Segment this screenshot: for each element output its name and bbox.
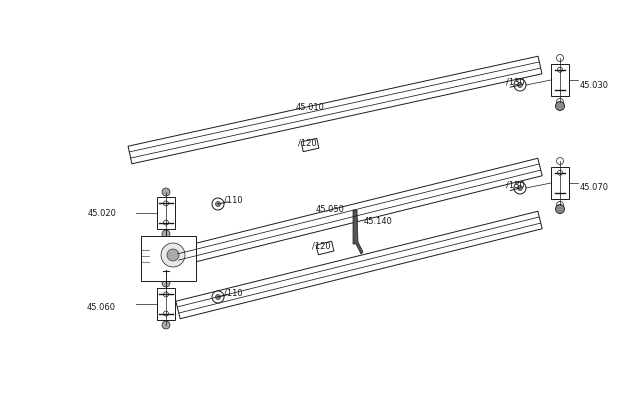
Circle shape: [212, 198, 224, 210]
Circle shape: [215, 294, 221, 300]
Text: /130: /130: [506, 180, 525, 190]
Circle shape: [556, 98, 563, 106]
Polygon shape: [301, 138, 319, 152]
Circle shape: [557, 67, 563, 72]
Circle shape: [162, 188, 170, 196]
Circle shape: [518, 186, 523, 190]
Text: /110: /110: [224, 196, 242, 204]
Polygon shape: [316, 241, 334, 255]
Circle shape: [162, 230, 170, 238]
Bar: [157, 197, 175, 229]
Circle shape: [163, 201, 168, 206]
Text: 45.010: 45.010: [296, 104, 325, 112]
Text: /120: /120: [312, 242, 331, 250]
Text: 45.060: 45.060: [87, 304, 116, 312]
Circle shape: [162, 321, 170, 329]
Circle shape: [161, 243, 185, 267]
Polygon shape: [176, 158, 542, 266]
Polygon shape: [176, 211, 542, 319]
Circle shape: [556, 102, 565, 110]
Circle shape: [167, 249, 179, 261]
Circle shape: [163, 220, 168, 225]
Circle shape: [556, 202, 563, 208]
Text: 45.140: 45.140: [364, 218, 393, 226]
Bar: [551, 167, 569, 199]
Circle shape: [212, 291, 224, 303]
Text: /120: /120: [298, 138, 316, 148]
Circle shape: [514, 182, 526, 194]
Circle shape: [556, 54, 563, 62]
Bar: [157, 288, 175, 320]
Circle shape: [162, 279, 170, 287]
Bar: [141, 236, 195, 280]
Circle shape: [556, 158, 563, 164]
Text: 45.050: 45.050: [316, 206, 345, 214]
Circle shape: [514, 79, 526, 91]
Circle shape: [161, 261, 171, 271]
Text: /130: /130: [506, 78, 525, 86]
Polygon shape: [353, 210, 363, 254]
Circle shape: [163, 311, 168, 316]
Circle shape: [518, 82, 523, 88]
Bar: [551, 64, 569, 96]
Circle shape: [215, 202, 221, 206]
Text: 45.070: 45.070: [580, 184, 609, 192]
Circle shape: [163, 292, 168, 297]
Text: /110: /110: [224, 288, 242, 298]
Text: 45.020: 45.020: [87, 208, 116, 218]
Polygon shape: [128, 56, 542, 164]
Circle shape: [556, 204, 565, 214]
Text: 45.030: 45.030: [580, 80, 609, 90]
Circle shape: [557, 170, 563, 175]
